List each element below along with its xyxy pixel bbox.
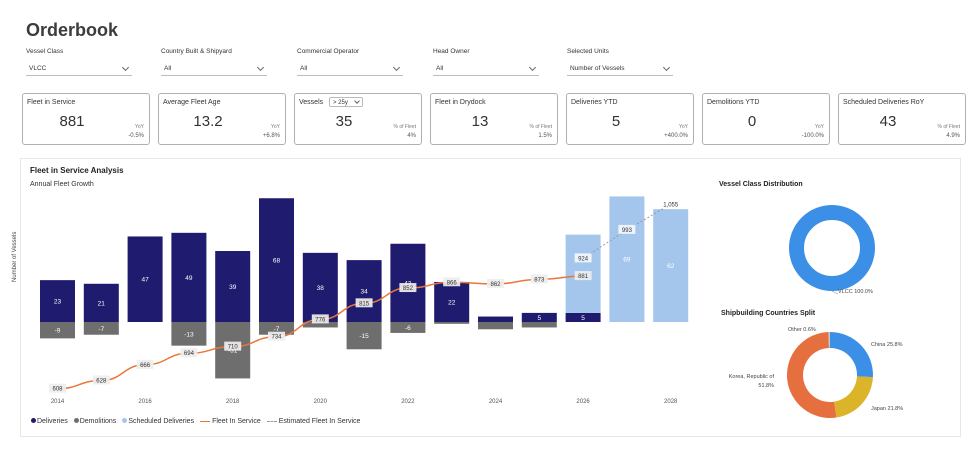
legend-fleet-in-service[interactable]: Fleet In Service: [200, 418, 261, 425]
kpi-sub-label: % of Fleet: [937, 124, 960, 130]
kpi-sub-label: % of Fleet: [393, 124, 416, 130]
legend-demolitions[interactable]: Demolitions: [73, 418, 117, 425]
filter-label: Commercial Operator: [297, 48, 360, 55]
commercial-operator-select[interactable]: All: [297, 62, 403, 76]
filter-label: Country Built & Shipyard: [161, 48, 232, 55]
kpi-sub-label: YoY: [271, 124, 280, 130]
vessel-class-title: Vessel Class Distribution: [719, 181, 803, 188]
kpi-change: +400.0%: [664, 133, 688, 139]
filter-selected-units: Selected Units Number of Vessels: [567, 48, 673, 76]
chevron-down-icon: [121, 63, 130, 72]
legend-swatch: [31, 418, 36, 423]
kpi-title: Scheduled Deliveries RoY: [843, 99, 925, 106]
chevron-down-icon: [528, 63, 537, 72]
kpi-value: 35: [335, 113, 353, 130]
kpi-change: -100.0%: [801, 133, 824, 139]
panel-title: Fleet in Service Analysis: [30, 166, 124, 175]
filter-label: Vessel Class: [26, 48, 64, 55]
legend-swatch: [73, 418, 79, 423]
y-axis-label: Number of Vessels: [12, 231, 18, 282]
fleet-analysis-panel: [20, 158, 961, 437]
kpi-card-scheduled-deliveries: Scheduled Deliveries RoY 43 % of Fleet 4…: [838, 93, 966, 145]
kpi-value: 881: [59, 113, 85, 130]
legend-scheduled-deliveries[interactable]: Scheduled Deliveries: [122, 418, 194, 425]
legend-label: Demolitions: [79, 418, 117, 425]
selected-units-select[interactable]: Number of Vessels: [567, 62, 673, 76]
kpi-value: 0: [747, 113, 757, 130]
kpi-sub-label: YoY: [135, 124, 144, 130]
legend-label: Fleet In Service: [212, 418, 261, 425]
select-value: All: [436, 65, 444, 72]
legend-estimated-fleet[interactable]: Estimated Fleet In Service: [266, 418, 361, 425]
kpi-card-fleet-in-drydock: Fleet in Drydock 13 % of Fleet 1.5%: [430, 93, 558, 145]
legend-swatch: [122, 418, 128, 423]
chart-legend: Deliveries Demolitions Scheduled Deliver…: [31, 418, 360, 425]
shipbuilding-title: Shipbuilding Countries Split: [721, 310, 816, 317]
legend-label: Scheduled Deliveries: [128, 418, 195, 425]
legend-label: Deliveries: [37, 418, 68, 425]
filter-label: Head Owner: [433, 48, 470, 55]
kpi-change: -0.5%: [128, 133, 144, 139]
kpi-title: Fleet in Service: [27, 99, 76, 106]
legend-swatch: [266, 420, 277, 422]
kpi-value: 13.2: [193, 113, 223, 130]
page-title: Orderbook: [26, 20, 119, 40]
legend-deliveries[interactable]: Deliveries: [31, 418, 68, 425]
kpi-sub-label: YoY: [815, 124, 824, 130]
country-built-select[interactable]: All: [161, 62, 267, 76]
kpi-card-demolitions-ytd: Demolitions YTD 0 YoY -100.0%: [702, 93, 830, 145]
select-value: All: [164, 65, 172, 72]
kpi-title: Fleet in Drydock: [435, 99, 486, 106]
filter-label: Selected Units: [567, 48, 609, 55]
kpi-title: Average Fleet Age: [163, 99, 221, 106]
vessel-age-dropdown[interactable]: > 25y: [329, 97, 363, 107]
kpi-change: 4%: [407, 133, 416, 139]
chevron-down-icon: [392, 63, 401, 72]
kpi-value: 43: [879, 113, 897, 130]
filter-commercial-operator: Commercial Operator All: [297, 48, 403, 76]
kpi-title: Vessels: [299, 99, 324, 106]
kpi-card-average-fleet-age: Average Fleet Age 13.2 YoY +6.8%: [158, 93, 286, 145]
chevron-down-icon: [662, 63, 671, 72]
chevron-down-icon: [256, 63, 265, 72]
kpi-change: 4.9%: [946, 133, 960, 139]
legend-swatch: [200, 420, 211, 422]
dropdown-value: > 25y: [333, 100, 348, 106]
kpi-value: 5: [611, 113, 621, 130]
legend-label: Estimated Fleet In Service: [278, 418, 361, 425]
filter-head-owner: Head Owner All: [433, 48, 539, 76]
kpi-title: Deliveries YTD: [571, 99, 618, 106]
kpi-card-fleet-in-service: Fleet in Service 881 YoY -0.5%: [22, 93, 150, 145]
kpi-card-vessels-age: Vessels > 25y 35 % of Fleet 4%: [294, 93, 422, 145]
kpi-sub-label: YoY: [679, 124, 688, 130]
filter-country-built: Country Built & Shipyard All: [161, 48, 267, 76]
kpi-change: 1.5%: [538, 133, 552, 139]
chart-title: Annual Fleet Growth: [30, 181, 94, 188]
chevron-down-icon: [354, 98, 360, 104]
kpi-sub-label: % of Fleet: [529, 124, 552, 130]
select-value: Number of Vessels: [570, 65, 625, 72]
select-value: All: [300, 65, 308, 72]
kpi-title: Demolitions YTD: [707, 99, 760, 106]
vessel-class-select[interactable]: VLCC: [26, 62, 132, 76]
filter-vessel-class: Vessel Class VLCC: [26, 48, 132, 76]
kpi-value: 13: [471, 113, 489, 130]
select-value: VLCC: [29, 65, 47, 72]
kpi-card-deliveries-ytd: Deliveries YTD 5 YoY +400.0%: [566, 93, 694, 145]
head-owner-select[interactable]: All: [433, 62, 539, 76]
kpi-change: +6.8%: [262, 133, 280, 139]
